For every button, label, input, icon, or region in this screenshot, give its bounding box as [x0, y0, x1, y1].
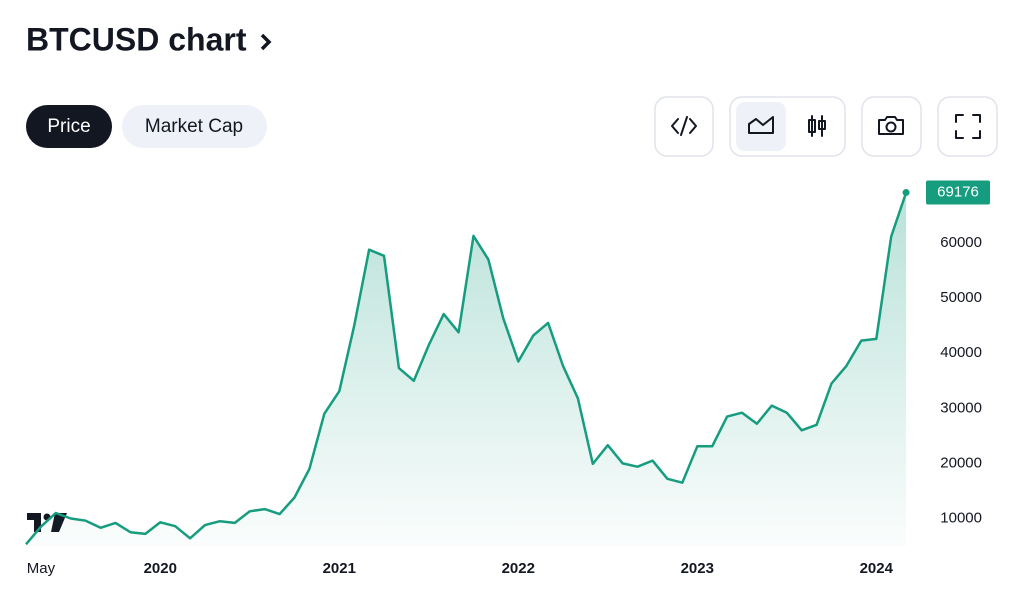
embed-button[interactable] — [654, 96, 714, 157]
x-tick-label: 2024 — [860, 560, 894, 577]
y-tick-label: 50000 — [940, 289, 982, 306]
tab-label[interactable]: Price — [47, 116, 90, 137]
candle-icon — [808, 115, 826, 137]
page-title: BTCUSD chart — [26, 21, 247, 57]
price-tag — [926, 180, 990, 205]
y-tick-label: 60000 — [940, 234, 982, 251]
title-chevron[interactable] — [260, 33, 272, 51]
x-tick-label: 2023 — [681, 560, 714, 577]
y-tick-label: 30000 — [940, 399, 982, 416]
tab-market-cap[interactable] — [122, 105, 267, 148]
y-tick-label: 40000 — [940, 344, 982, 361]
tab-label[interactable]: Market Cap — [145, 116, 243, 137]
y-tick-label: 10000 — [940, 509, 982, 526]
x-tick-label: 2021 — [323, 560, 356, 577]
chart-style-group — [729, 96, 846, 157]
x-tick-label: 2020 — [144, 560, 177, 577]
area-style-button[interactable] — [736, 102, 786, 151]
snapshot-button[interactable] — [861, 96, 922, 157]
fullscreen-button[interactable] — [937, 96, 998, 157]
price-tag-label: 69176 — [937, 184, 979, 201]
camera-lens — [885, 121, 897, 133]
tab-price[interactable] — [26, 105, 112, 148]
area — [26, 192, 907, 546]
code-icon — [671, 116, 697, 136]
price-line — [25, 192, 908, 546]
x-tick-label: 2022 — [502, 560, 535, 577]
y-tick-label: 20000 — [940, 454, 982, 471]
last-point — [902, 189, 910, 197]
area-icon — [748, 116, 774, 134]
fullscreen-icon — [955, 114, 981, 139]
x-tick-label: May — [27, 560, 56, 577]
camera-icon — [878, 116, 904, 135]
